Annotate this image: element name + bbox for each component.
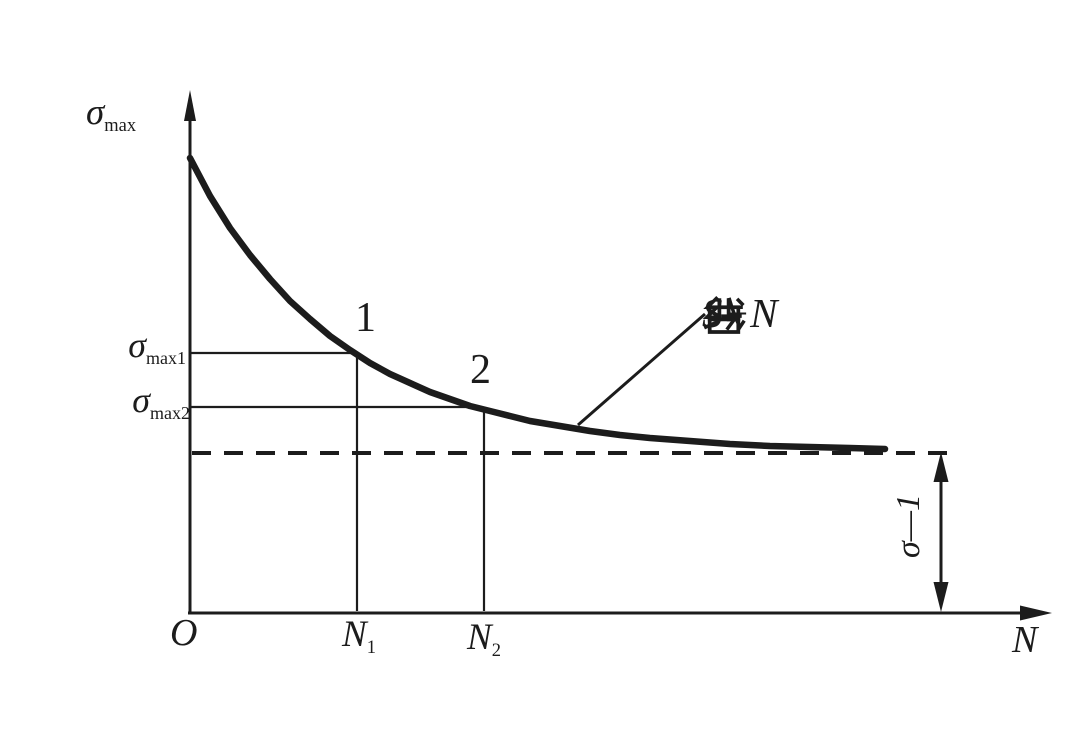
stress-level-1-subscript: max1 — [146, 347, 186, 368]
sigma-symbol: σ — [86, 92, 105, 133]
sn-curve — [186, 154, 889, 453]
stress-level-2-label: σmax2 — [82, 380, 190, 422]
arrow-down-icon — [933, 582, 949, 612]
origin-label: O — [170, 612, 198, 654]
fatigue-limit-label: σ—1 — [890, 494, 927, 558]
life-n1-label: N1 — [342, 614, 376, 657]
n-symbol: N — [467, 617, 492, 658]
n-symbol: N — [342, 614, 367, 655]
fatigue-limit-dimension-arrow — [933, 452, 949, 612]
x-axis — [188, 605, 1052, 621]
x-axis-arrowhead-icon — [1020, 605, 1052, 621]
y-axis-arrowhead-icon — [184, 90, 196, 121]
n2-subscript: 2 — [491, 641, 501, 662]
sn-curve-annotation: S−N — [702, 293, 786, 334]
n1-subscript: 1 — [366, 638, 376, 659]
stress-level-2-subscript: max2 — [150, 402, 190, 423]
cjk-xian-strokes — [702, 296, 746, 331]
y-axis-label: σmax — [86, 92, 136, 135]
sigma-symbol: σ — [128, 325, 146, 365]
sigma-symbol: σ — [132, 380, 150, 420]
curve-label-leader-line — [577, 312, 706, 427]
x-axis-label: N — [1012, 619, 1038, 661]
y-axis — [184, 90, 196, 614]
y-axis-subscript: max — [104, 116, 137, 137]
curve-point-2-label: 2 — [470, 347, 491, 393]
stress-level-1-label: σmax1 — [78, 325, 186, 367]
arrow-up-icon — [933, 452, 949, 482]
life-n2-label: N2 — [467, 617, 501, 660]
curve-point-1-label: 1 — [355, 295, 376, 341]
